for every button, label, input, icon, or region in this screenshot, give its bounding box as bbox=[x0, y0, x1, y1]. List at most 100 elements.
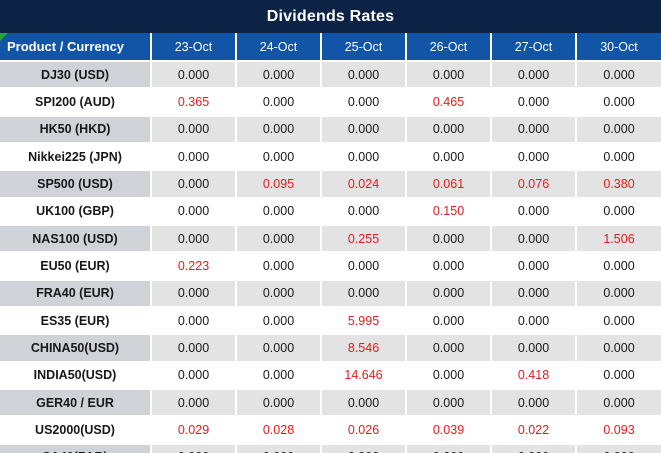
column-header-product-currency: Product / Currency bbox=[0, 33, 152, 62]
table-row: INDIA50(USD) 0.000 0.000 14.646 0.000 0.418 0.… bbox=[0, 361, 661, 390]
rate-cell: 0.000 bbox=[236, 224, 322, 254]
product-cell: US2000(USD) bbox=[0, 416, 152, 445]
rate-cell: 0.223 bbox=[151, 252, 237, 281]
table-row: UK100 (GBP) 0.000 0.000 0.000 0.150 0.000 0.00… bbox=[0, 197, 661, 226]
rate-cell: 0.000 bbox=[576, 61, 661, 90]
product-cell: HK50 (HKD) bbox=[0, 115, 152, 144]
rate-cell: 0.000 bbox=[491, 252, 577, 281]
rate-cell: 0.000 bbox=[491, 142, 577, 172]
rate-cell: 0.255 bbox=[321, 224, 407, 254]
header-row: Product / Currency 23-Oct 24-Oct 25-Oct 26-… bbox=[0, 33, 661, 62]
rate-cell: 0.000 bbox=[236, 443, 322, 453]
rate-cell: 0.000 bbox=[491, 279, 577, 308]
table-row: HK50 (HKD) 0.000 0.000 0.000 0.000 0.000 0.000 bbox=[0, 115, 661, 144]
rate-cell: 0.000 bbox=[321, 61, 407, 90]
cell-corner-marker-icon bbox=[0, 33, 8, 41]
column-header-date: 23-Oct bbox=[151, 33, 237, 62]
product-cell: FRA40 (EUR) bbox=[0, 279, 152, 308]
page-title: Dividends Rates bbox=[0, 0, 661, 33]
table-header: Product / Currency 23-Oct 24-Oct 25-Oct 26-… bbox=[0, 33, 661, 62]
product-cell: UK100 (GBP) bbox=[0, 197, 152, 226]
rate-cell: 0.000 bbox=[236, 252, 322, 281]
rate-cell: 0.028 bbox=[236, 416, 322, 445]
rate-cell: 0.000 bbox=[236, 197, 322, 226]
rate-cell: 0.000 bbox=[491, 88, 577, 117]
rate-cell: 0.061 bbox=[406, 170, 492, 199]
rate-cell: 0.000 bbox=[151, 443, 237, 453]
rate-cell: 0.076 bbox=[491, 170, 577, 199]
column-header-date: 26-Oct bbox=[406, 33, 492, 62]
column-header-date: 24-Oct bbox=[236, 33, 322, 62]
rate-cell: 0.000 bbox=[406, 334, 492, 363]
rate-cell: 0.000 bbox=[576, 88, 661, 117]
rate-cell: 0.000 bbox=[406, 252, 492, 281]
table-row: GER40 / EUR 0.000 0.000 0.000 0.000 0.000 0.00… bbox=[0, 388, 661, 418]
table-row: FRA40 (EUR) 0.000 0.000 0.000 0.000 0.000 0.00… bbox=[0, 279, 661, 308]
rate-cell: 0.000 bbox=[236, 61, 322, 90]
rate-cell: 0.039 bbox=[406, 416, 492, 445]
rate-cell: 0.000 bbox=[406, 306, 492, 336]
product-cell: Nikkei225 (JPN) bbox=[0, 142, 152, 172]
rate-cell: 0.380 bbox=[576, 170, 661, 199]
rate-cell: 0.022 bbox=[491, 416, 577, 445]
table-row: SP500 (USD) 0.000 0.095 0.024 0.061 0.076 0.38… bbox=[0, 170, 661, 199]
rate-cell: 0.000 bbox=[151, 61, 237, 90]
rate-cell: 0.000 bbox=[151, 334, 237, 363]
rate-cell: 0.000 bbox=[406, 279, 492, 308]
rate-cell: 0.000 bbox=[236, 361, 322, 390]
rate-cell: 0.000 bbox=[321, 142, 407, 172]
product-cell: SA40(ZAR) bbox=[0, 443, 152, 453]
table-row: ES35 (EUR) 0.000 0.000 5.995 0.000 0.000 0.000 bbox=[0, 306, 661, 336]
rate-cell: 14.646 bbox=[321, 361, 407, 390]
product-cell: CHINA50(USD) bbox=[0, 334, 152, 363]
rate-cell: 0.000 bbox=[321, 388, 407, 418]
rate-cell: 0.093 bbox=[576, 416, 661, 445]
rate-cell: 0.000 bbox=[151, 361, 237, 390]
product-cell: NAS100 (USD) bbox=[0, 224, 152, 254]
rate-cell: 0.000 bbox=[406, 224, 492, 254]
rate-cell: 0.000 bbox=[321, 279, 407, 308]
rate-cell: 0.095 bbox=[236, 170, 322, 199]
product-cell: INDIA50(USD) bbox=[0, 361, 152, 390]
rate-cell: 0.000 bbox=[576, 115, 661, 144]
rate-cell: 0.000 bbox=[151, 224, 237, 254]
rate-cell: 0.000 bbox=[151, 170, 237, 199]
rate-cell: 0.000 bbox=[576, 252, 661, 281]
rate-cell: 0.000 bbox=[151, 115, 237, 144]
rate-cell: 0.000 bbox=[576, 197, 661, 226]
rate-cell: 0.000 bbox=[151, 197, 237, 226]
table-row: EU50 (EUR) 0.223 0.000 0.000 0.000 0.000 0.000 bbox=[0, 252, 661, 281]
rate-cell: 0.418 bbox=[491, 361, 577, 390]
table-row: Nikkei225 (JPN) 0.000 0.000 0.000 0.000 0.000… bbox=[0, 142, 661, 172]
rate-cell: 0.000 bbox=[406, 61, 492, 90]
rate-cell: 0.000 bbox=[236, 388, 322, 418]
table-row: DJ30 (USD) 0.000 0.000 0.000 0.000 0.000 0.000 bbox=[0, 61, 661, 90]
rate-cell: 0.150 bbox=[406, 197, 492, 226]
column-header-date: 30-Oct bbox=[576, 33, 661, 62]
product-cell: SP500 (USD) bbox=[0, 170, 152, 199]
rate-cell: 0.000 bbox=[576, 361, 661, 390]
rate-cell: 0.000 bbox=[236, 142, 322, 172]
table-row: NAS100 (USD) 0.000 0.000 0.255 0.000 0.000 1.5… bbox=[0, 224, 661, 254]
rate-cell: 0.000 bbox=[151, 279, 237, 308]
product-cell: EU50 (EUR) bbox=[0, 252, 152, 281]
table-row: SPI200 (AUD) 0.365 0.000 0.000 0.465 0.000 0.0… bbox=[0, 88, 661, 117]
column-header-label: Product / Currency bbox=[7, 39, 125, 54]
rate-cell: 0.029 bbox=[151, 416, 237, 445]
rate-cell: 0.000 bbox=[491, 306, 577, 336]
rate-cell: 0.000 bbox=[491, 61, 577, 90]
table-row: CHINA50(USD) 0.000 0.000 8.546 0.000 0.000 0.0… bbox=[0, 334, 661, 363]
column-header-date: 25-Oct bbox=[321, 33, 407, 62]
rate-cell: 0.000 bbox=[406, 388, 492, 418]
rate-cell: 0.000 bbox=[406, 115, 492, 144]
rate-cell: 0.000 bbox=[406, 361, 492, 390]
rate-cell: 8.546 bbox=[321, 334, 407, 363]
table-body: DJ30 (USD) 0.000 0.000 0.000 0.000 0.000 0.000… bbox=[0, 61, 661, 453]
column-header-date: 27-Oct bbox=[491, 33, 577, 62]
rate-cell: 0.000 bbox=[236, 279, 322, 308]
rate-cell: 0.000 bbox=[576, 334, 661, 363]
rate-cell: 0.024 bbox=[321, 170, 407, 199]
table-row: US2000(USD) 0.029 0.028 0.026 0.039 0.022 0.09… bbox=[0, 416, 661, 445]
